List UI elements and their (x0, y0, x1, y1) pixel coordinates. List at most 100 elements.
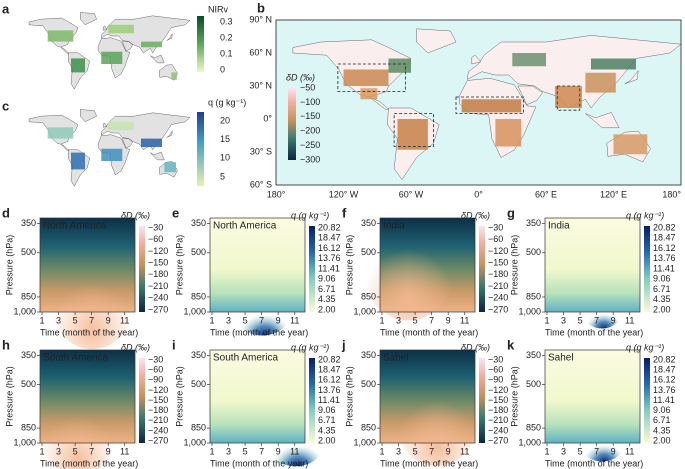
map-patch (585, 72, 616, 93)
y-tick-label: 1,000 (353, 306, 376, 316)
y-tick-label: 350 (191, 350, 206, 360)
y-tick-label: 1,000 (518, 437, 541, 447)
land (103, 122, 108, 128)
x-tick-label: 5 (413, 446, 418, 456)
x-tick-label: 11 (625, 446, 634, 456)
y-tick-label: 500 (526, 247, 541, 257)
colorbar-tick-label: 4.35 (318, 425, 336, 435)
y-tick-label: 350 (21, 218, 36, 228)
land (80, 109, 97, 123)
land (60, 144, 70, 152)
colorbar-tick-label: −150 (488, 395, 508, 405)
x-tick-label: 7 (259, 315, 264, 325)
map-patch (388, 58, 411, 73)
colorbar-tick-label: 16.12 (318, 243, 341, 253)
y-tick-label: 350 (191, 218, 206, 228)
colorbar-tick-label: 6.71 (653, 284, 671, 294)
y-tick-label: 1,000 (183, 437, 206, 447)
colorbar (139, 358, 145, 443)
map-patch (71, 58, 85, 73)
x-tick-label: 7 (594, 315, 599, 325)
lat-tick-label: 60° N (249, 47, 272, 57)
lon-tick-label: 180° (662, 189, 681, 199)
contour-field (545, 218, 640, 312)
land (60, 47, 70, 55)
colorbar-tick-label: 18.47 (653, 233, 676, 243)
colorbar-tick-label: −240 (148, 425, 168, 435)
colorbar-tick-label: −180 (148, 405, 168, 415)
colorbar-tick-label: −180 (488, 269, 508, 279)
panel-title: South America (213, 353, 278, 364)
contour-blob (40, 391, 116, 469)
panel-letter: h (2, 337, 10, 352)
colorbar-tick-label: 9.06 (318, 274, 336, 284)
x-tick-label: 9 (611, 315, 616, 325)
colorbar-tick-label: −30 (488, 354, 503, 364)
map-patch (141, 41, 162, 48)
map-patch (397, 119, 428, 150)
colorbar-tick-label: 18.47 (653, 365, 676, 375)
x-tick-label: 9 (276, 315, 281, 325)
colorbar (197, 16, 204, 72)
land (122, 41, 133, 52)
land (416, 28, 457, 54)
colorbar-tick-label: −120 (488, 246, 508, 256)
x-tick-label: 3 (56, 315, 61, 325)
x-tick-label: 11 (120, 446, 129, 456)
colorbar-tick-label: 2.00 (653, 304, 671, 314)
land (150, 151, 165, 161)
colorbar-tick-label: −270 (148, 304, 168, 314)
y-tick-label: 850 (526, 291, 541, 301)
panel-letter: a (2, 1, 10, 16)
colorbar-tick-label: −200 (300, 126, 320, 136)
colorbar-tick-label: 6.71 (318, 284, 336, 294)
y-tick-label: 500 (191, 247, 206, 257)
y-tick-label: 350 (361, 218, 376, 228)
colorbar-tick-label: −60 (488, 365, 503, 375)
x-axis-label: Time (month of the year) (380, 327, 478, 337)
x-tick-label: 1 (544, 315, 549, 325)
x-tick-label: 1 (39, 446, 44, 456)
x-tick-label: 11 (290, 315, 299, 325)
colorbar (479, 358, 485, 443)
colorbar-tick-label: 9.06 (653, 405, 671, 415)
land (80, 12, 97, 26)
panel-letter: f (342, 205, 347, 220)
colorbar-tick-label: 2.00 (653, 435, 671, 445)
plot-frame (379, 217, 476, 313)
colorbar-tick-label: −50 (300, 82, 315, 92)
x-tick-label: 11 (120, 315, 129, 325)
y-axis-label: Pressure (hPa) (4, 235, 14, 296)
colorbar-label: δD (‰) (121, 210, 150, 220)
colorbar (309, 358, 315, 443)
map-patch (512, 53, 546, 67)
colorbar-tick-label: 20.82 (318, 222, 341, 232)
map-patch (101, 148, 123, 161)
map-frame (275, 19, 682, 186)
land (585, 112, 620, 128)
x-tick-label: 3 (561, 315, 566, 325)
y-tick-label: 850 (526, 422, 541, 432)
panel-letter: k (507, 337, 515, 352)
colorbar-tick-label: 20.82 (318, 354, 341, 364)
map-patch (101, 51, 123, 64)
y-tick-label: 500 (361, 247, 376, 257)
colorbar-tick-label: −150 (488, 258, 508, 268)
map-patch (343, 69, 389, 86)
map-patch (360, 88, 378, 100)
colorbar-label: q (g kg⁻¹) (626, 342, 664, 352)
colorbar-tick-label: 6.71 (318, 415, 336, 425)
y-tick-label: 850 (191, 422, 206, 432)
colorbar (644, 226, 650, 312)
y-tick-label: 850 (21, 291, 36, 301)
colorbar-label: δD (‰) (461, 210, 490, 220)
colorbar-tick-label: −30 (148, 222, 163, 232)
x-tick-label: 3 (226, 446, 231, 456)
colorbar-tick-label: −240 (488, 425, 508, 435)
colorbar-tick-label: 11.41 (318, 263, 340, 273)
colorbar (197, 112, 204, 186)
plot-frame (379, 349, 476, 444)
y-tick-label: 1,000 (353, 437, 376, 447)
map-patch (461, 99, 522, 113)
x-tick-label: 3 (226, 315, 231, 325)
